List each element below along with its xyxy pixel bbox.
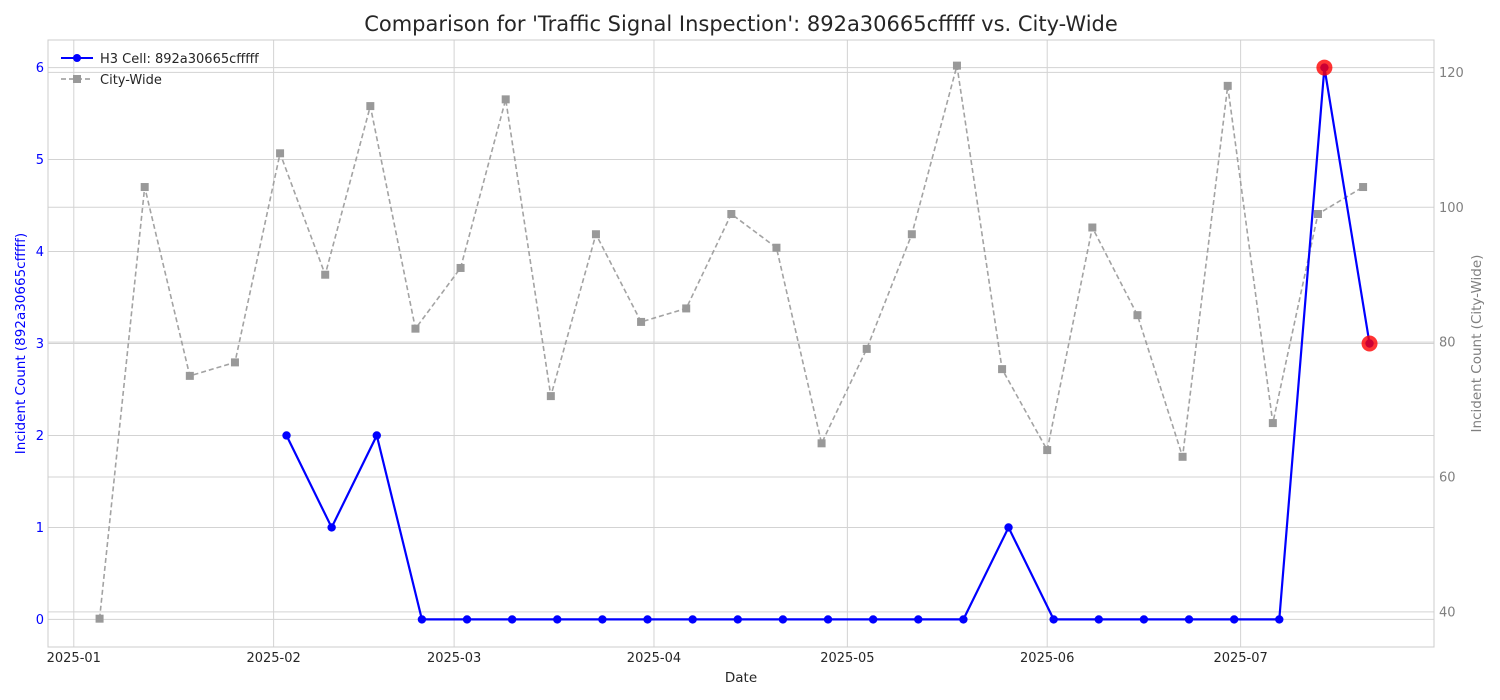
h3-cell-point [1004,523,1013,532]
legend-entry-city-wide: City-Wide [61,73,162,88]
h3-cell-point [417,615,427,624]
city-wide-point [637,317,646,326]
y-left-tick-label: 1 [36,521,44,536]
x-tick-label: 2025-05 [820,651,874,666]
legend-entry-h3-cell: H3 Cell: 892a30665cfffff [61,52,259,67]
h3-cell-point [733,615,742,624]
h3-cell-point [823,615,833,624]
h3-cell-point [462,615,472,624]
city-wide-point [998,365,1007,374]
y-right-tick-label: 40 [1439,605,1456,620]
city-wide-point [185,371,194,380]
y-right-tick-label: 120 [1439,66,1464,81]
city-wide-point [772,243,781,252]
city-wide-point [1178,452,1187,461]
city-wide-point [1313,210,1322,219]
h3-cell-point [507,615,517,624]
legend-h3-label: H3 Cell: 892a30665cfffff [100,52,259,67]
chart-title: Comparison for 'Traffic Signal Inspectio… [364,12,1118,36]
city-wide-point [1133,311,1142,320]
y-right-tick-label: 80 [1439,336,1456,351]
x-tick-label: 2025-01 [47,651,101,666]
h3-cell-point [643,615,652,624]
y-left-tick-label: 4 [36,245,44,260]
h3-cell-point [778,615,788,624]
x-tick-label: 2025-07 [1213,651,1267,666]
h3-cell-point [1094,615,1103,624]
h3-highlight-point [1361,335,1378,352]
h3-cell-point [1275,615,1284,624]
series-layer [95,59,1378,624]
city-wide-point [276,149,285,158]
h3-cell-point [914,615,923,624]
x-tick-label: 2025-03 [427,651,481,666]
h3-cell-point [1229,615,1239,624]
legend-city-marker [73,75,81,83]
y-left-tick-label: 6 [36,61,44,76]
y-axis-left-label: Incident Count (892a30665cfffff) [13,233,29,454]
city-wide-point [862,344,871,353]
city-wide-point [411,324,420,333]
h3-cell-point [327,523,336,532]
city-wide-point [140,183,149,192]
city-wide-point [817,439,826,448]
h3-cell-point [959,615,968,624]
city-wide-point [1088,223,1097,232]
y-left-tick-label: 3 [36,337,44,352]
city-wide-point [727,210,736,219]
city-wide-point [321,270,330,279]
tick-labels: 2025-01 2025-02 2025-03 2025-04 2025-05 2025-… [36,61,1464,666]
h3-cell-point [553,615,562,624]
city-wide-point [546,392,555,401]
city-wide-point [230,358,239,367]
city-wide-point [1043,446,1052,455]
city-wide-point [682,304,691,313]
h3-cell-point [688,615,697,624]
x-axis-label: Date [725,670,757,686]
city-wide-point [95,614,104,623]
x-tick-label: 2025-04 [627,651,681,666]
legend-city-label: City-Wide [100,73,162,88]
h3-cell-point [598,615,607,624]
legend-h3-marker [73,54,81,62]
h3-cell-point [282,431,291,440]
h3-highlight-point [1316,59,1333,76]
city-wide-point [907,230,916,239]
h3-cell-point [1139,615,1149,624]
h3-cell-point [1184,615,1194,624]
city-wide-point [456,263,465,272]
y-axis-right-label: Incident Count (City-Wide) [1469,255,1485,433]
city-wide-point [501,95,510,104]
h3-cell-point [372,431,381,440]
y-left-tick-label: 0 [36,613,44,628]
x-tick-label: 2025-06 [1020,651,1074,666]
h3-cell-point [1049,615,1058,624]
city-wide-point [1359,183,1368,192]
x-tick-label: 2025-02 [246,651,300,666]
city-wide-point [952,61,961,70]
y-left-tick-label: 5 [36,153,44,168]
city-wide-point [1268,419,1277,428]
y-left-tick-label: 2 [36,429,44,444]
y-right-tick-label: 100 [1439,201,1464,216]
y-right-tick-label: 60 [1439,471,1456,486]
city-wide-point [366,102,375,111]
grid-lines [48,40,1434,647]
city-wide-point [1223,81,1232,90]
plot-frame [47,39,1435,648]
legend: H3 Cell: 892a30665cfffff City-Wide [61,52,259,88]
city-wide-point [591,230,600,239]
h3-cell-point [868,615,878,624]
